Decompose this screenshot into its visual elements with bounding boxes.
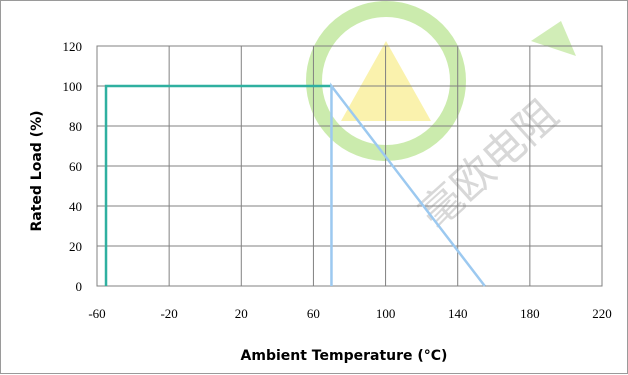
x-tick-label: 60 (307, 306, 320, 321)
watermark-logo: 毫欧电阻 (306, 1, 576, 239)
y-tick-label: 80 (69, 119, 82, 134)
watermark-corner-mark (531, 21, 576, 56)
x-tick-label: -60 (88, 306, 105, 321)
series-line-2 (330, 82, 486, 287)
plot-border (96, 45, 603, 287)
x-tick-label: 220 (592, 306, 612, 321)
watermark-text: 毫欧电阻 (410, 90, 568, 239)
tick-labels: -60 -20 20 60 100 140 180 220 0 20 40 60 80 100 120 (63, 39, 612, 321)
y-tick-label: 0 (76, 279, 83, 294)
y-axis-label: Rated Load (%) (29, 110, 45, 231)
y-tick-label: 100 (63, 79, 83, 94)
series-line-1 (104, 84, 332, 286)
y-tick-label: 60 (69, 159, 82, 174)
x-tick-label: 20 (235, 306, 248, 321)
x-axis-label: Ambient Temperature (°C) (241, 348, 448, 364)
data-series (104, 82, 486, 287)
y-tick-label: 40 (69, 199, 82, 214)
y-tick-label: 120 (63, 39, 83, 54)
x-tick-label: 100 (376, 306, 396, 321)
x-tick-label: -20 (160, 306, 177, 321)
x-tick-label: 180 (520, 306, 540, 321)
x-tick-label: 140 (448, 306, 468, 321)
y-tick-label: 20 (69, 239, 82, 254)
gridlines (96, 45, 603, 287)
